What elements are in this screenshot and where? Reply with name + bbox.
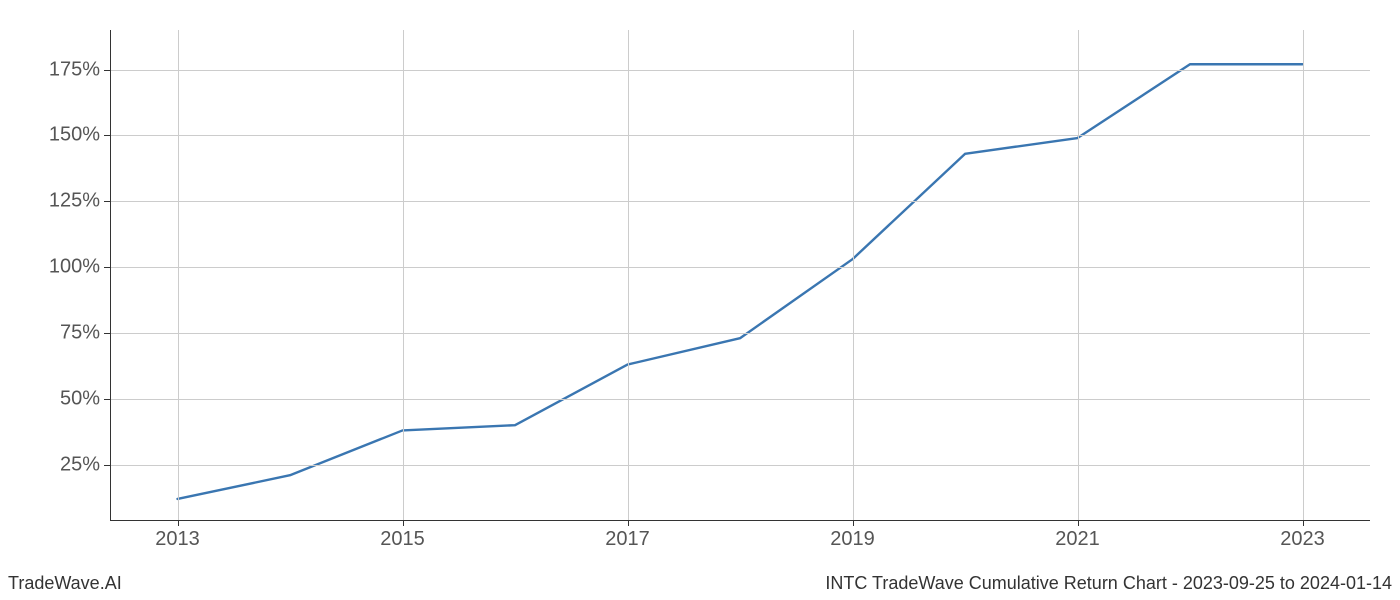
grid-line-v [1078,30,1079,520]
footer-left-brand: TradeWave.AI [8,573,122,594]
grid-line-h [110,201,1370,202]
grid-line-v [853,30,854,520]
y-tick-label: 150% [49,124,100,147]
y-tick-label: 125% [49,190,100,213]
x-tick-label: 2023 [1280,528,1325,551]
grid-line-h [110,135,1370,136]
y-tick-label: 175% [49,58,100,81]
grid-line-h [110,267,1370,268]
line-series-svg [110,30,1370,520]
chart-container: 25% 50% 75% 100% 125% 150% 175% 2013 2015 2017 201… [0,0,1400,600]
y-axis-spine [110,30,111,520]
plot-area: 25%50%75%100%125%150%175%201320152017201… [110,30,1370,520]
x-tick-label: 2019 [830,528,875,551]
grid-line-h [110,70,1370,71]
line-series-cumulative-return [178,64,1303,499]
x-tick-label: 2013 [155,528,200,551]
grid-line-v [403,30,404,520]
y-tick-label: 50% [60,387,100,410]
x-tick-label: 2017 [605,528,650,551]
y-tick-label: 75% [60,321,100,344]
x-axis-spine [110,520,1370,521]
y-tick-label: 25% [60,453,100,476]
grid-line-v [178,30,179,520]
grid-line-h [110,333,1370,334]
grid-line-v [628,30,629,520]
y-tick-label: 100% [49,256,100,279]
x-tick-label: 2015 [380,528,425,551]
grid-line-v [1303,30,1304,520]
grid-line-h [110,465,1370,466]
footer-right-caption: INTC TradeWave Cumulative Return Chart -… [825,573,1392,594]
grid-line-h [110,399,1370,400]
x-tick-label: 2021 [1055,528,1100,551]
